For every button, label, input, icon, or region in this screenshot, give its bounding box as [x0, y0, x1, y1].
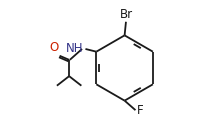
Text: NH: NH [66, 42, 83, 55]
Text: O: O [49, 41, 59, 54]
Text: F: F [137, 104, 144, 117]
Text: Br: Br [119, 8, 133, 21]
